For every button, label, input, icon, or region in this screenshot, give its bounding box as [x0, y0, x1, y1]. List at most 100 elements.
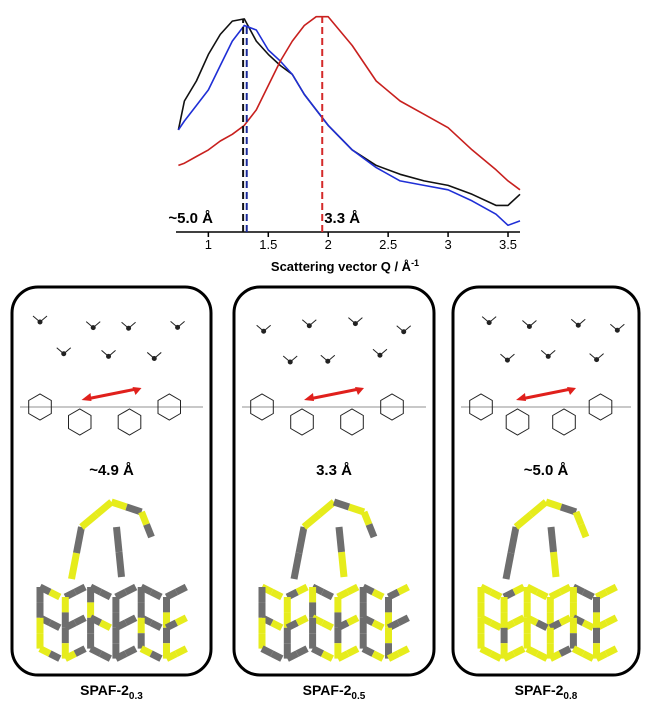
x-tick-label: 2	[325, 237, 332, 252]
framework-bond	[389, 592, 399, 597]
framework-bond	[142, 512, 147, 525]
ring	[291, 409, 314, 435]
ring	[506, 409, 529, 435]
framework-bond	[550, 592, 560, 597]
water-oxygen	[594, 357, 599, 362]
framework-bond	[112, 502, 127, 507]
x-tick-label: 1.5	[259, 237, 277, 252]
framework-bond	[116, 592, 126, 597]
framework-bond	[550, 654, 560, 659]
framework-bond	[560, 649, 570, 654]
framework-bond	[101, 623, 111, 628]
framework-bond	[338, 592, 348, 597]
framework-bond	[504, 654, 514, 659]
annotation: ~5.0 Å	[168, 210, 213, 227]
framework-bond	[514, 587, 524, 592]
framework-bond	[65, 654, 75, 659]
framework-bond	[398, 649, 408, 654]
framework-bond	[297, 649, 307, 654]
framework-bond	[297, 587, 307, 592]
framework-bond	[299, 527, 304, 553]
framework-bond	[167, 623, 177, 628]
water-oxygen	[576, 323, 581, 328]
x-tick-label: 3	[444, 237, 451, 252]
framework-bond	[597, 654, 607, 659]
framework-bond	[348, 618, 358, 623]
water-oxygen	[401, 329, 406, 334]
water-oxygen	[615, 328, 620, 333]
water-oxygen	[487, 320, 492, 325]
x-tick-label: 1	[205, 237, 212, 252]
framework-bond	[550, 623, 560, 628]
framework-bond	[151, 623, 161, 628]
framework-bond	[126, 618, 136, 623]
water-oxygen	[307, 323, 312, 328]
framework-bond	[101, 592, 111, 597]
framework-bond	[141, 649, 151, 654]
x-tick-label: 3.5	[499, 237, 517, 252]
framework-bond	[116, 623, 126, 628]
framework-bond	[77, 527, 82, 553]
framework-bond	[117, 527, 120, 552]
framework-bond	[91, 649, 101, 654]
framework-bond	[491, 654, 501, 659]
water-oxygen	[377, 353, 382, 358]
framework-bond	[65, 623, 75, 628]
framework-bond	[511, 527, 516, 553]
framework-bond	[576, 512, 581, 525]
framework-bond	[491, 623, 501, 628]
framework-bond	[338, 654, 348, 659]
water-oxygen	[152, 356, 157, 361]
framework-bond	[272, 592, 282, 597]
framework-bond	[537, 592, 547, 597]
framework-bond	[583, 592, 593, 597]
framework-bond	[72, 553, 77, 579]
panel-subscript: 0.3	[129, 691, 143, 702]
framework-bond	[342, 552, 345, 577]
framework-bond	[398, 587, 408, 592]
water-oxygen	[505, 358, 510, 363]
framework-bond	[583, 623, 593, 628]
framework-bond	[339, 527, 342, 552]
framework-bond	[82, 515, 97, 528]
water-oxygen	[546, 354, 551, 359]
framework-bond	[581, 525, 586, 538]
framework-bond	[287, 592, 297, 597]
framework-bond	[287, 654, 297, 659]
panel-subscript: 0.8	[563, 691, 577, 702]
framework-bond	[597, 592, 607, 597]
framework-bond	[297, 618, 307, 623]
framework-bond	[167, 654, 177, 659]
framework-bond	[398, 618, 408, 623]
framework-bond	[97, 502, 112, 515]
framework-bond	[373, 592, 383, 597]
water-oxygen	[288, 359, 293, 364]
framework-bond	[583, 654, 593, 659]
water-oxygen	[61, 351, 66, 356]
x-axis-label: Scattering vector Q / Å-1	[271, 258, 419, 274]
framework-bond	[348, 649, 358, 654]
framework-bond	[606, 587, 616, 592]
annotation: 3.3 Å	[324, 210, 360, 227]
distance-label: ~5.0 Å	[524, 462, 569, 479]
framework-bond	[176, 649, 186, 654]
panel: ~4.9 Å	[12, 287, 211, 675]
curve	[178, 17, 520, 190]
framework-bond	[313, 649, 323, 654]
framework-bond	[373, 654, 383, 659]
figure: Scattering vector Q / Å-1 11.522.533.5~5…	[0, 0, 648, 702]
panel-name: SPAF-20.3	[80, 682, 143, 702]
framework-bond	[323, 592, 333, 597]
water-oxygen	[106, 354, 111, 359]
framework-bond	[323, 623, 333, 628]
framework-bond	[561, 507, 576, 512]
framework-bond	[323, 654, 333, 659]
framework-bond	[373, 623, 383, 628]
framework-bond	[262, 649, 272, 654]
panel-name: SPAF-20.5	[303, 682, 366, 702]
framework-bond	[546, 502, 561, 507]
x-axis-label-text: Scattering vector Q / Å	[271, 259, 412, 274]
distance-arrow	[309, 389, 359, 399]
ring	[118, 409, 141, 435]
framework-bond	[531, 502, 546, 515]
